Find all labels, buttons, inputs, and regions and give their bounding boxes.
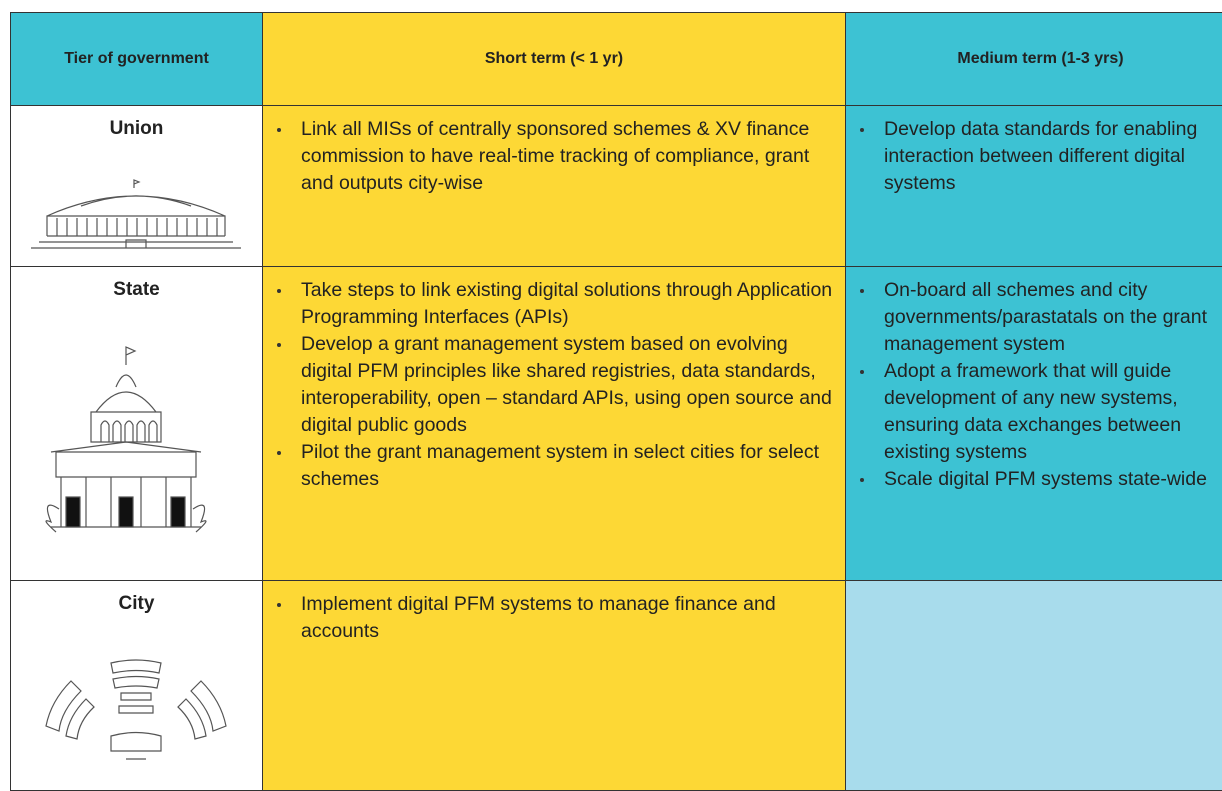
bullet-item: Implement digital PFM systems to manage … [277,591,837,645]
bullet-list: On-board all schemes and city government… [846,267,1222,493]
header-cell: Tier of government [11,13,263,106]
bullet-item: On-board all schemes and city government… [860,277,1222,358]
bullet-item: Pilot the grant management system in sel… [277,439,837,493]
tier-cell: State [11,267,263,581]
bullet-list [846,581,1222,591]
short-cell: Link all MISs of centrally sponsored sch… [263,106,846,267]
tier-cell: City [11,581,263,791]
tier-label: State [113,279,160,300]
header-cell: Short term (< 1 yr) [263,13,846,106]
tier-cell: Union [11,106,263,267]
seating-icon [45,659,227,760]
parliament-icon [31,179,241,249]
bullet-item: Scale digital PFM systems state-wide [860,466,1222,493]
bullet-item: Adopt a framework that will guide develo… [860,358,1222,466]
medium-cell [846,581,1222,791]
bullet-item: Link all MISs of centrally sponsored sch… [277,116,837,197]
bullet-item: Take steps to link existing digital solu… [277,277,837,331]
capitol-icon [45,346,207,533]
bullet-list: Implement digital PFM systems to manage … [263,581,845,645]
table: Tier of government Short term (< 1 yr) M… [10,12,1222,791]
header-cell: Medium term (1-3 yrs) [846,13,1222,106]
bullet-item: Develop a grant management system based … [277,331,837,439]
tier-label: City [118,593,155,614]
tier-label: Union [109,118,164,139]
bullet-item: Develop data standards for enabling inte… [860,116,1222,197]
medium-cell: Develop data standards for enabling inte… [846,106,1222,267]
medium-cell: On-board all schemes and city government… [846,267,1222,581]
short-cell: Implement digital PFM systems to manage … [263,581,846,791]
bullet-list: Develop data standards for enabling inte… [846,106,1222,197]
bullet-list: Take steps to link existing digital solu… [263,267,845,493]
short-cell: Take steps to link existing digital solu… [263,267,846,581]
bullet-list: Link all MISs of centrally sponsored sch… [263,106,845,197]
